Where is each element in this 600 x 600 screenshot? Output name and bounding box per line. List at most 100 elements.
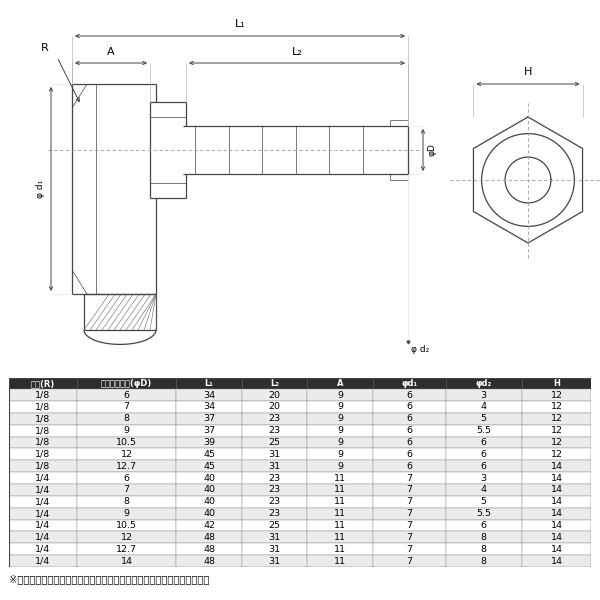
Bar bbox=[373, 389, 445, 401]
Text: 34: 34 bbox=[203, 403, 215, 412]
Bar bbox=[445, 508, 522, 520]
Text: 9: 9 bbox=[337, 438, 343, 447]
Text: 1/4: 1/4 bbox=[35, 521, 50, 530]
Text: 14: 14 bbox=[550, 509, 562, 518]
Text: 10.5: 10.5 bbox=[116, 438, 137, 447]
Bar bbox=[77, 508, 176, 520]
Bar bbox=[176, 425, 242, 437]
Bar bbox=[242, 389, 307, 401]
Bar bbox=[373, 413, 445, 425]
Text: 12: 12 bbox=[550, 391, 562, 400]
Text: 23: 23 bbox=[268, 414, 281, 423]
Bar bbox=[373, 508, 445, 520]
Text: 4: 4 bbox=[481, 403, 487, 412]
Text: 37: 37 bbox=[203, 414, 215, 423]
Bar bbox=[77, 555, 176, 567]
Bar bbox=[445, 378, 522, 389]
Text: φ d₁: φ d₁ bbox=[36, 180, 45, 198]
Bar bbox=[373, 484, 445, 496]
Text: 1/8: 1/8 bbox=[35, 403, 50, 412]
Text: 11: 11 bbox=[334, 497, 346, 506]
Text: 7: 7 bbox=[124, 403, 130, 412]
Text: 7: 7 bbox=[406, 473, 412, 482]
Text: 23: 23 bbox=[268, 509, 281, 518]
Text: 11: 11 bbox=[334, 557, 346, 566]
Bar bbox=[445, 472, 522, 484]
Bar bbox=[522, 472, 591, 484]
Bar bbox=[445, 484, 522, 496]
Bar bbox=[445, 520, 522, 532]
Bar bbox=[373, 437, 445, 448]
Text: 9: 9 bbox=[337, 462, 343, 470]
Text: 8: 8 bbox=[481, 545, 487, 554]
Text: 6: 6 bbox=[406, 426, 412, 435]
Bar bbox=[522, 508, 591, 520]
Text: 4: 4 bbox=[481, 485, 487, 494]
Bar bbox=[9, 496, 77, 508]
Text: 8: 8 bbox=[124, 414, 130, 423]
Text: 11: 11 bbox=[334, 521, 346, 530]
Text: 14: 14 bbox=[550, 497, 562, 506]
Bar bbox=[176, 401, 242, 413]
Text: H: H bbox=[524, 67, 532, 77]
Bar bbox=[373, 543, 445, 555]
Text: 1/8: 1/8 bbox=[35, 462, 50, 470]
Text: 20: 20 bbox=[269, 391, 281, 400]
Text: 7: 7 bbox=[406, 521, 412, 530]
Bar bbox=[307, 555, 373, 567]
Bar bbox=[9, 532, 77, 543]
Text: 10.5: 10.5 bbox=[116, 521, 137, 530]
Bar bbox=[522, 555, 591, 567]
Text: 6: 6 bbox=[481, 462, 487, 470]
Text: 14: 14 bbox=[121, 557, 133, 566]
Bar bbox=[445, 555, 522, 567]
Bar bbox=[373, 472, 445, 484]
Text: 48: 48 bbox=[203, 557, 215, 566]
Text: 1/4: 1/4 bbox=[35, 545, 50, 554]
Text: L₁: L₁ bbox=[235, 19, 245, 29]
Bar bbox=[9, 460, 77, 472]
Text: 45: 45 bbox=[203, 450, 215, 459]
Text: 12: 12 bbox=[550, 414, 562, 423]
Bar bbox=[77, 520, 176, 532]
Text: 14: 14 bbox=[550, 545, 562, 554]
Text: 1/4: 1/4 bbox=[35, 509, 50, 518]
Text: 12: 12 bbox=[550, 450, 562, 459]
Text: 14: 14 bbox=[550, 521, 562, 530]
Text: 6: 6 bbox=[406, 450, 412, 459]
Text: 14: 14 bbox=[550, 485, 562, 494]
Text: A: A bbox=[107, 47, 115, 57]
Bar bbox=[176, 448, 242, 460]
Bar bbox=[242, 532, 307, 543]
Text: 6: 6 bbox=[406, 391, 412, 400]
Text: 11: 11 bbox=[334, 533, 346, 542]
Bar bbox=[242, 413, 307, 425]
Text: 3: 3 bbox=[481, 391, 487, 400]
Bar bbox=[307, 520, 373, 532]
Bar bbox=[9, 484, 77, 496]
Text: 1/4: 1/4 bbox=[35, 497, 50, 506]
Text: 7: 7 bbox=[406, 545, 412, 554]
Text: 6: 6 bbox=[406, 403, 412, 412]
Bar bbox=[522, 389, 591, 401]
Text: 23: 23 bbox=[268, 497, 281, 506]
Text: 20: 20 bbox=[269, 403, 281, 412]
Bar bbox=[445, 448, 522, 460]
Bar bbox=[373, 555, 445, 567]
Text: 6: 6 bbox=[124, 391, 130, 400]
Bar bbox=[373, 520, 445, 532]
Text: 23: 23 bbox=[268, 485, 281, 494]
Text: 6: 6 bbox=[481, 521, 487, 530]
Text: 7: 7 bbox=[124, 485, 130, 494]
Bar bbox=[373, 496, 445, 508]
Bar bbox=[307, 484, 373, 496]
Bar bbox=[307, 460, 373, 472]
Bar bbox=[77, 472, 176, 484]
Bar bbox=[9, 413, 77, 425]
Bar bbox=[522, 425, 591, 437]
Text: 34: 34 bbox=[203, 391, 215, 400]
Text: 11: 11 bbox=[334, 485, 346, 494]
Text: 1/8: 1/8 bbox=[35, 426, 50, 435]
Bar bbox=[522, 484, 591, 496]
Bar bbox=[522, 496, 591, 508]
